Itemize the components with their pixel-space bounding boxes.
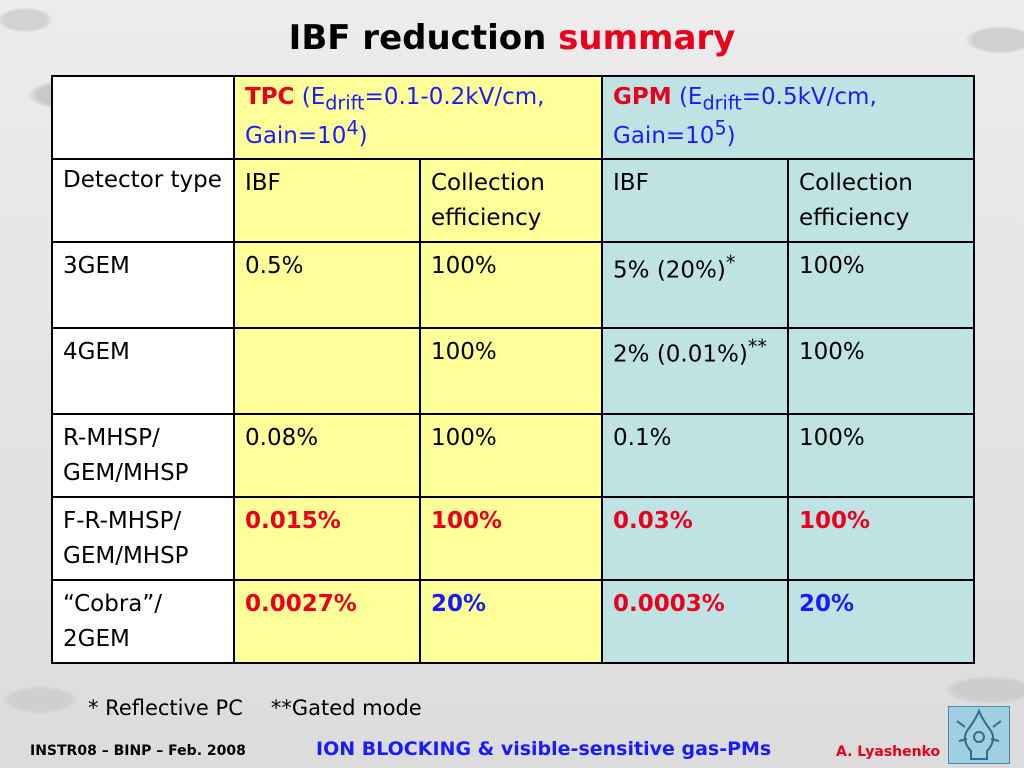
gpm-ibf-value: 5% (20%)* xyxy=(601,241,790,330)
slide-title: IBF reduction summary xyxy=(288,18,736,58)
tpc-ibf-value xyxy=(233,327,421,416)
gpm-ce-value: 100% xyxy=(787,496,976,582)
gpm-header-cell: GPM (Edrift=0.5kV/cm, Gain=105) xyxy=(601,74,976,161)
tpc-ibf-value: 0.5% xyxy=(233,241,421,330)
gpm-ibf-header: IBF xyxy=(601,158,790,244)
row-label: 4GEM xyxy=(51,327,235,416)
footnote-gated-mode: **Gated mode xyxy=(270,696,422,720)
gpm-ce-value: 100% xyxy=(787,327,976,416)
tpc-ibf-value: 0.0027% xyxy=(233,579,421,665)
row-label: 3GEM xyxy=(51,241,235,330)
tpc-ce-value: 100% xyxy=(418,327,604,416)
tpc-ibf-value: 0.08% xyxy=(233,413,421,499)
tpc-ibf-value: 0.015% xyxy=(233,496,421,582)
table-row: R-MHSP/ GEM/MHSP 0.08% 100% 0.1% 100% xyxy=(51,413,976,499)
tpc-ce-value: 100% xyxy=(418,413,604,499)
tpc-ce-header: Collection efficiency xyxy=(418,158,604,244)
footnote-reflective-pc: * Reflective PC xyxy=(88,696,243,720)
table-row: 4GEM 100% 2% (0.01%)** 100% xyxy=(51,327,976,416)
ibf-summary-table: TPC (Edrift=0.1-0.2kV/cm, Gain=104) GPM … xyxy=(51,74,976,665)
tpc-ce-value: 20% xyxy=(418,579,604,665)
row-label: F-R-MHSP/ GEM/MHSP xyxy=(51,496,235,582)
footer-conference: INSTR08 – BINP – Feb. 2008 xyxy=(30,743,246,759)
detector-type-header: Detector type xyxy=(51,158,235,244)
gpm-ce-value: 100% xyxy=(787,413,976,499)
table-header-row: TPC (Edrift=0.1-0.2kV/cm, Gain=104) GPM … xyxy=(51,74,976,161)
table-row: “Cobra”/ 2GEM 0.0027% 20% 0.0003% 20% xyxy=(51,579,976,665)
gpm-ce-header: Collection efficiency xyxy=(787,158,976,244)
tpc-header-cell: TPC (Edrift=0.1-0.2kV/cm, Gain=104) xyxy=(232,74,604,161)
corner-cell xyxy=(51,74,235,161)
gpm-ce-value: 20% xyxy=(787,579,976,665)
institute-logo-icon xyxy=(948,706,1010,764)
footer-author: A. Lyashenko xyxy=(836,744,941,760)
row-label: R-MHSP/ GEM/MHSP xyxy=(51,413,235,499)
tpc-ce-value: 100% xyxy=(418,241,604,330)
gpm-ibf-value: 0.0003% xyxy=(601,579,790,665)
tpc-ce-value: 100% xyxy=(418,496,604,582)
table-row: F-R-MHSP/ GEM/MHSP 0.015% 100% 0.03% 100… xyxy=(51,496,976,582)
footer-topic: ION BLOCKING & visible-sensitive gas-PMs xyxy=(316,738,772,760)
gpm-ibf-value: 2% (0.01%)** xyxy=(601,327,790,416)
gpm-ibf-value: 0.03% xyxy=(601,496,790,582)
gpm-ce-value: 100% xyxy=(787,241,976,330)
tpc-ibf-header: IBF xyxy=(233,158,421,244)
table-subheader-row: Detector type IBF Collection efficiency … xyxy=(51,158,976,244)
row-label: “Cobra”/ 2GEM xyxy=(51,579,235,665)
footnotes: * Reflective PC **Gated mode xyxy=(88,696,422,720)
table-row: 3GEM 0.5% 100% 5% (20%)* 100% xyxy=(51,241,976,330)
gpm-ibf-value: 0.1% xyxy=(601,413,790,499)
